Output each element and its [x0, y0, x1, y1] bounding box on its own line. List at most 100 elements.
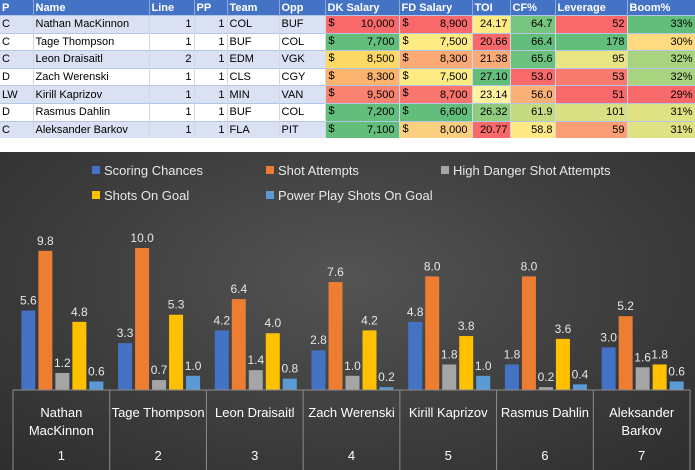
cell-fd-salary[interactable]: $8,900: [399, 15, 473, 34]
bar[interactable]: [442, 364, 457, 390]
bar[interactable]: [379, 387, 394, 390]
cell-dk-salary[interactable]: $8,300: [325, 67, 400, 86]
cell-pp[interactable]: 1: [194, 32, 228, 51]
cell-toi[interactable]: 24.17: [472, 15, 511, 34]
bar[interactable]: [21, 310, 36, 390]
cell-dk-salary[interactable]: $9,500: [325, 85, 400, 104]
legend-entry[interactable]: High Danger Shot Attempts: [441, 163, 611, 178]
cell-line[interactable]: 1: [149, 15, 195, 34]
cell-opp[interactable]: PIT: [279, 120, 326, 139]
cell-cf-pct[interactable]: 64.7: [510, 15, 556, 34]
cell-team[interactable]: EDM: [227, 50, 280, 69]
bar[interactable]: [152, 380, 167, 390]
cell-name[interactable]: Tage Thompson: [33, 32, 150, 51]
cell-pp[interactable]: 1: [194, 102, 228, 122]
header-team[interactable]: Team: [227, 0, 280, 16]
cell-p[interactable]: LW: [0, 85, 34, 104]
cell-cf-pct[interactable]: 61.9: [510, 102, 556, 122]
cell-dk-salary[interactable]: $8,500: [325, 50, 400, 69]
legend-entry[interactable]: Power Play Shots On Goal: [266, 188, 433, 203]
cell-boom-pct[interactable]: 31%: [627, 102, 695, 122]
header-boom-pct[interactable]: Boom%: [627, 0, 695, 16]
cell-toi[interactable]: 27.10: [472, 67, 511, 86]
bar[interactable]: [425, 276, 440, 390]
cell-toi[interactable]: 26.32: [472, 102, 511, 122]
bar[interactable]: [231, 299, 246, 390]
cell-boom-pct[interactable]: 29%: [627, 85, 695, 104]
bar[interactable]: [521, 276, 536, 390]
cell-team[interactable]: FLA: [227, 120, 280, 139]
cell-cf-pct[interactable]: 66.4: [510, 32, 556, 51]
cell-toi[interactable]: 21.38: [472, 50, 511, 69]
cell-fd-salary[interactable]: $8,700: [399, 85, 473, 104]
cell-opp[interactable]: CGY: [279, 67, 326, 86]
header-pp[interactable]: PP: [194, 0, 228, 16]
cell-leverage[interactable]: 51: [555, 85, 628, 104]
cell-team[interactable]: MIN: [227, 85, 280, 104]
cell-toi[interactable]: 20.66: [472, 32, 511, 51]
cell-name[interactable]: Kirill Kaprizov: [33, 85, 150, 104]
cell-leverage[interactable]: 59: [555, 120, 628, 139]
legend-entry[interactable]: Shot Attempts: [266, 163, 359, 178]
cell-fd-salary[interactable]: $8,000: [399, 120, 473, 139]
cell-p[interactable]: C: [0, 32, 34, 51]
cell-p[interactable]: D: [0, 67, 34, 86]
header-toi[interactable]: TOI: [472, 0, 511, 16]
cell-opp[interactable]: COL: [279, 102, 326, 122]
cell-line[interactable]: 1: [149, 32, 195, 51]
bar[interactable]: [55, 372, 70, 390]
cell-line[interactable]: 1: [149, 85, 195, 104]
cell-opp[interactable]: BUF: [279, 15, 326, 34]
cell-dk-salary[interactable]: $7,100: [325, 120, 400, 139]
bar[interactable]: [408, 321, 423, 390]
cell-cf-pct[interactable]: 56.0: [510, 85, 556, 104]
bar[interactable]: [345, 375, 360, 390]
cell-cf-pct[interactable]: 53.0: [510, 67, 556, 86]
cell-fd-salary[interactable]: $7,500: [399, 67, 473, 86]
header-p[interactable]: P: [0, 0, 34, 16]
header-name[interactable]: Name: [33, 0, 150, 16]
cell-line[interactable]: 2: [149, 50, 195, 69]
header-leverage[interactable]: Leverage: [555, 0, 628, 16]
header-cf-pct[interactable]: CF%: [510, 0, 556, 16]
cell-dk-salary[interactable]: $10,000: [325, 15, 400, 34]
header-line[interactable]: Line: [149, 0, 195, 16]
bar[interactable]: [72, 321, 87, 390]
cell-pp[interactable]: 1: [194, 15, 228, 34]
bar[interactable]: [248, 370, 263, 390]
cell-dk-salary[interactable]: $7,200: [325, 102, 400, 122]
cell-boom-pct[interactable]: 33%: [627, 15, 695, 34]
cell-name[interactable]: Rasmus Dahlin: [33, 102, 150, 122]
bar[interactable]: [186, 375, 201, 390]
header-fd-salary[interactable]: FD Salary: [399, 0, 473, 16]
cell-p[interactable]: C: [0, 50, 34, 69]
legend-entry[interactable]: Scoring Chances: [92, 163, 203, 178]
cell-team[interactable]: COL: [227, 15, 280, 34]
cell-opp[interactable]: VGK: [279, 50, 326, 69]
cell-pp[interactable]: 1: [194, 85, 228, 104]
cell-boom-pct[interactable]: 32%: [627, 67, 695, 86]
bar[interactable]: [618, 316, 633, 390]
cell-p[interactable]: D: [0, 102, 34, 122]
cell-p[interactable]: C: [0, 15, 34, 34]
bar[interactable]: [38, 250, 53, 390]
cell-leverage[interactable]: 52: [555, 15, 628, 34]
cell-line[interactable]: 1: [149, 102, 195, 122]
bar[interactable]: [652, 364, 667, 390]
bar[interactable]: [169, 314, 184, 390]
bar[interactable]: [135, 248, 150, 390]
bar[interactable]: [118, 343, 133, 390]
cell-boom-pct[interactable]: 31%: [627, 120, 695, 139]
cell-fd-salary[interactable]: $8,300: [399, 50, 473, 69]
cell-team[interactable]: BUF: [227, 102, 280, 122]
bar[interactable]: [601, 347, 616, 390]
cell-pp[interactable]: 1: [194, 50, 228, 69]
cell-pp[interactable]: 1: [194, 67, 228, 86]
legend-entry[interactable]: Shots On Goal: [92, 188, 189, 203]
bar[interactable]: [555, 338, 570, 390]
bar[interactable]: [538, 387, 553, 390]
cell-team[interactable]: BUF: [227, 32, 280, 51]
header-dk-salary[interactable]: DK Salary: [325, 0, 400, 16]
cell-name[interactable]: Leon Draisaitl: [33, 50, 150, 69]
cell-cf-pct[interactable]: 58.8: [510, 120, 556, 139]
